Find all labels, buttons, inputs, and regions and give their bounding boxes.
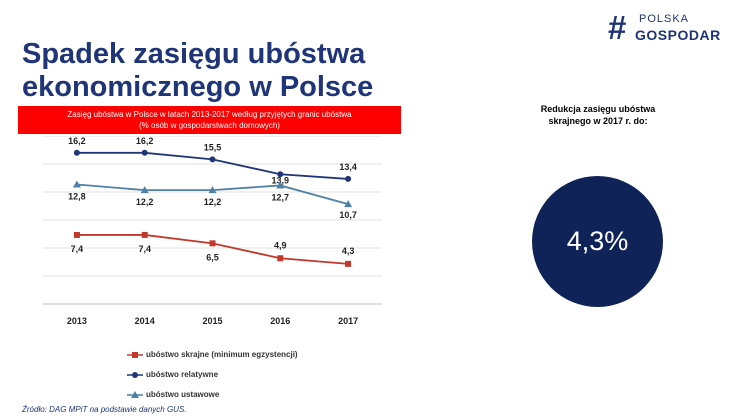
hash-icon: # — [608, 9, 627, 46]
chart-banner-line1: Zasięg ubóstwa w Polsce w latach 2013-20… — [67, 110, 352, 119]
legend-label-statutory: ubóstwo ustawowe — [146, 390, 220, 399]
data-point-circle — [277, 171, 284, 178]
data-label: 10,7 — [339, 210, 357, 220]
data-point-square — [277, 255, 284, 262]
data-point-square — [209, 240, 216, 247]
data-point-triangle — [72, 180, 81, 188]
data-label: 12,2 — [204, 197, 222, 207]
chart-banner-line2: (% osób w gospodarstwach domowych) — [139, 121, 280, 130]
logo-line1: POLSKA — [639, 13, 690, 25]
polska-gospodarna-logo: # POLSKA GOSPODAR — [608, 8, 737, 48]
data-label: 15,5 — [204, 142, 222, 152]
data-label: 16,2 — [68, 136, 86, 146]
data-label: 13,9 — [272, 175, 290, 185]
legend-marker-circle-icon — [127, 372, 143, 378]
data-label: 4,3 — [342, 246, 355, 256]
slide-title: Spadek zasięgu ubóstwa ekonomicznego w P… — [22, 38, 374, 103]
data-point-square — [141, 231, 148, 238]
reduction-circle: 4,3% — [532, 176, 663, 307]
data-label: 12,8 — [68, 192, 86, 202]
data-label: 13,4 — [339, 162, 357, 172]
data-point-triangle — [208, 186, 217, 194]
data-point-circle — [345, 175, 352, 182]
data-point-square — [73, 231, 80, 238]
data-point-circle — [73, 149, 80, 156]
logo-line2: GOSPODAR — [635, 27, 721, 43]
legend-label-extreme: ubóstwo skrajne (minimum egzystencji) — [146, 350, 298, 359]
data-label: 12,7 — [272, 192, 290, 202]
x-tick-label-2014: 2014 — [135, 316, 155, 326]
data-point-square — [345, 260, 352, 267]
data-point-triangle — [140, 186, 149, 194]
data-label: 4,9 — [274, 240, 287, 250]
reduction-label: Redukcja zasięgu ubóstwa skrajnego w 201… — [540, 104, 656, 126]
data-label: 12,2 — [136, 197, 154, 207]
poverty-line-chart: 2013 2014 2015 2016 2017 7,4 7,4 6,5 4,9 4,3 16,2 1… — [43, 136, 382, 326]
x-tick-label-2016: 2016 — [270, 316, 290, 326]
reduction-value: 4,3% — [566, 226, 629, 256]
legend-marker-triangle-icon — [127, 391, 143, 398]
x-tick-label-2015: 2015 — [202, 316, 222, 326]
data-point-triangle — [344, 200, 353, 208]
data-point-circle — [209, 156, 216, 163]
legend-marker-square-icon — [127, 352, 143, 358]
x-tick-label-2013: 2013 — [67, 316, 87, 326]
data-point-triangle — [276, 181, 285, 189]
chart-banner: Zasięg ubóstwa w Polsce w latach 2013-20… — [18, 106, 401, 134]
data-point-circle — [141, 149, 148, 156]
data-label: 6,5 — [206, 252, 219, 262]
data-label: 7,4 — [71, 244, 84, 254]
source-note: Źródło: DAG MPiT na podstawie danych GUS… — [22, 405, 187, 414]
x-tick-label-2017: 2017 — [338, 316, 358, 326]
data-label: 16,2 — [136, 136, 154, 146]
data-label: 7,4 — [138, 244, 151, 254]
legend-label-relative: ubóstwo relatywne — [146, 370, 219, 379]
